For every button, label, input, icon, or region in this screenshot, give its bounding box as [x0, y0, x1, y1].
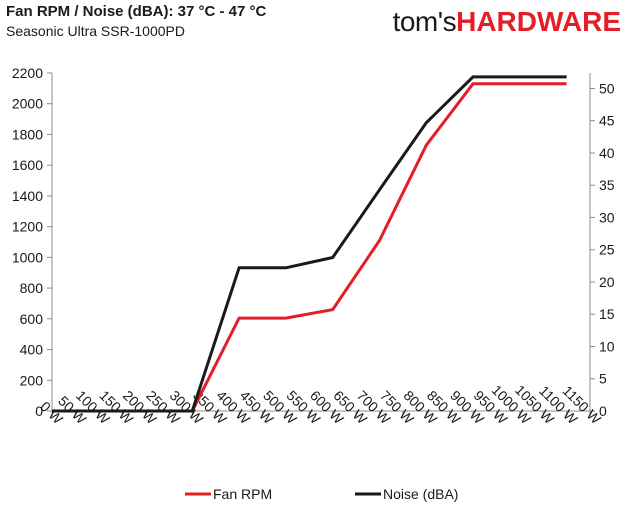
left-tick-label: 0 — [35, 403, 43, 419]
series-line-fan-rpm — [52, 82, 567, 413]
right-tick-label: 5 — [599, 371, 607, 387]
left-tick-label: 200 — [20, 372, 44, 388]
legend-label-fan-rpm: Fan RPM — [213, 486, 272, 502]
right-tick-label: 25 — [599, 242, 615, 258]
left-tick-label: 1200 — [12, 219, 43, 235]
left-tick-label: 1600 — [12, 157, 43, 173]
right-tick-label: 35 — [599, 177, 615, 193]
right-tick-label: 40 — [599, 145, 615, 161]
right-tick-label: 20 — [599, 274, 615, 290]
right-tick-label: 30 — [599, 209, 615, 225]
left-tick-label: 1400 — [12, 188, 43, 204]
chart-subtitle: Seasonic Ultra SSR-1000PD — [6, 23, 185, 39]
logo-part-toms: tom's — [392, 6, 457, 37]
left-tick-label: 1800 — [12, 126, 43, 142]
right-tick-label: 0 — [599, 403, 607, 419]
left-tick-label: 1000 — [12, 249, 43, 265]
left-tick-label: 800 — [20, 280, 44, 296]
right-tick-label: 10 — [599, 338, 615, 354]
right-tick-label: 15 — [599, 306, 615, 322]
right-tick-label: 45 — [599, 113, 615, 129]
legend-label-noise-dba: Noise (dBA) — [383, 486, 458, 502]
logo-part-hardware: HARDWARE — [456, 6, 621, 37]
chart-title: Fan RPM / Noise (dBA): 37 °C - 47 °C — [6, 3, 267, 20]
left-tick-label: 600 — [20, 311, 44, 327]
left-tick-label: 2200 — [12, 65, 43, 81]
left-tick-label: 2000 — [12, 96, 43, 112]
right-tick-label: 50 — [599, 80, 615, 96]
series-line-noise-dba — [52, 75, 567, 413]
left-tick-label: 400 — [20, 342, 44, 358]
brand-logo: tom'sHARDWARE — [393, 6, 621, 38]
